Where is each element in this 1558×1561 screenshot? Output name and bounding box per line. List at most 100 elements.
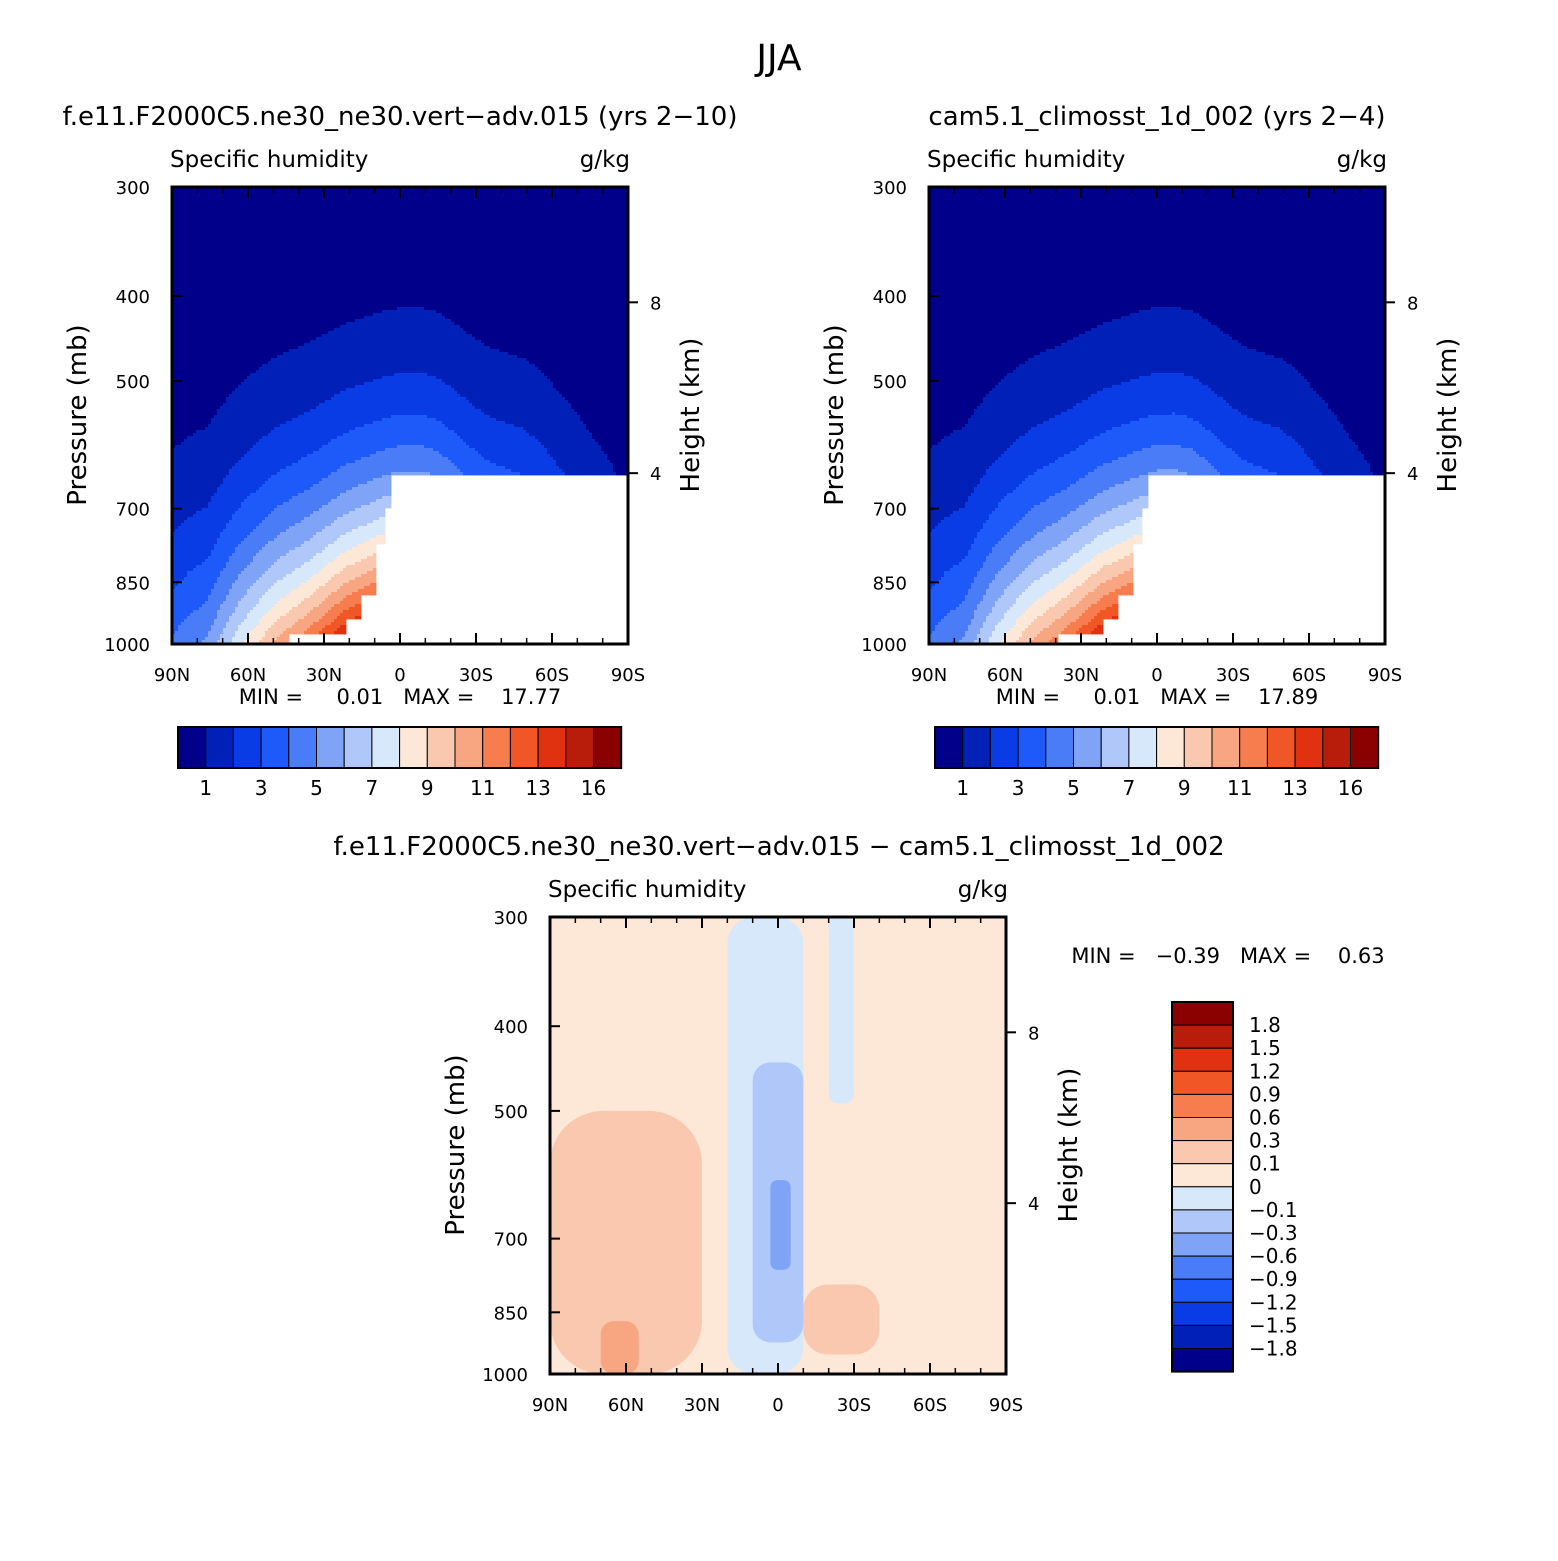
contour-cell <box>1106 550 1110 566</box>
contour-cell <box>1124 187 1128 317</box>
colorbar-frame <box>177 726 623 769</box>
contour-cell <box>1076 553 1080 572</box>
contour-cell <box>292 571 296 590</box>
contour-cell <box>445 427 449 458</box>
colorbar-swatch <box>509 726 539 769</box>
contour-cell <box>295 622 299 635</box>
contour-cell <box>1091 574 1095 593</box>
contour-cell <box>382 475 386 497</box>
contour-cell <box>1118 589 1122 596</box>
contour-cell <box>316 589 320 608</box>
contour-cell <box>511 472 515 476</box>
contour-cell <box>932 586 936 632</box>
contour-cell <box>310 454 314 488</box>
contour-cell <box>1163 445 1167 470</box>
contour-cell <box>310 514 314 539</box>
contour-cell <box>232 583 236 614</box>
contour-cell <box>1049 496 1053 527</box>
contour-cell <box>262 637 266 644</box>
contour-cell <box>334 604 338 620</box>
contour-cell <box>953 430 957 512</box>
colorbar: 1 3 5 7 9 11 13 16 <box>934 726 1380 800</box>
contour-cell <box>965 595 969 632</box>
contour-cell <box>280 505 284 533</box>
contour-cell <box>253 445 257 494</box>
contour-cell <box>1040 556 1044 578</box>
contour-cell <box>1088 607 1092 623</box>
contour-cell <box>968 589 972 626</box>
contour-cell <box>472 187 476 338</box>
contour-cell <box>316 574 320 590</box>
contour-cell <box>295 418 299 464</box>
contour-cell <box>1202 187 1206 320</box>
contour-cell <box>1112 529 1116 548</box>
contour-cell <box>502 352 506 422</box>
contour-cell <box>457 325 461 395</box>
contour-cell <box>394 187 398 311</box>
contour-cell <box>295 547 299 569</box>
contour-cell <box>1124 316 1128 383</box>
contour-cell <box>277 559 281 581</box>
contour-cell <box>1010 607 1014 629</box>
contour-cell <box>274 187 278 359</box>
colorbar-swatch <box>1171 1255 1234 1280</box>
contour-cell <box>385 496 389 509</box>
contour-cell <box>505 424 509 470</box>
contour-cell <box>301 619 305 635</box>
contour-cell <box>1250 463 1254 476</box>
contour-cell <box>1076 337 1080 404</box>
contour-cell <box>334 499 338 521</box>
contour-cell <box>319 604 323 620</box>
contour-cell <box>1022 364 1026 437</box>
contour-cell <box>307 454 311 491</box>
contour-cell <box>1181 472 1185 476</box>
contour-cell <box>310 487 314 515</box>
contour-cell <box>1049 418 1053 464</box>
contour-cell <box>1070 409 1074 452</box>
contour-cell <box>229 394 233 470</box>
contour-cell <box>277 187 281 356</box>
contour-cell <box>352 607 356 620</box>
contour-cell <box>935 526 939 584</box>
panel-model-b: cam5.1_climosst_1d_002 (yrs 2−4) Specifi… <box>820 102 1463 800</box>
colorbar-label: 3 <box>1012 776 1025 800</box>
contour-cell <box>1007 610 1011 632</box>
contour-cell <box>298 187 302 347</box>
contour-cell <box>1001 187 1005 380</box>
contour-cell <box>487 346 491 416</box>
contour-cell <box>1193 451 1197 476</box>
colorbar-label: −1.2 <box>1249 1290 1298 1314</box>
contour-cell <box>268 568 272 590</box>
contour-cell <box>229 556 233 590</box>
contour-cell <box>301 544 305 566</box>
contour-cell <box>1082 526 1086 548</box>
contour-cell <box>394 448 398 473</box>
contour-cell <box>1118 319 1122 386</box>
contour-cell <box>313 409 317 452</box>
contour-cell <box>307 562 311 581</box>
figure-title: JJA <box>754 38 802 79</box>
contour-cell <box>268 478 272 515</box>
contour-cell <box>256 553 260 581</box>
contour-cell <box>316 187 320 338</box>
contour-cell <box>1199 457 1203 476</box>
contour-cell <box>1109 529 1113 548</box>
contour-cell <box>274 583 278 605</box>
y-tick-label: 300 <box>494 908 528 929</box>
contour-cell <box>1067 514 1071 539</box>
contour-cell <box>1187 310 1191 377</box>
contour-cell <box>1097 436 1101 467</box>
contour-cell <box>1103 595 1107 611</box>
y-tick-label: 850 <box>494 1303 528 1324</box>
contour-cell <box>520 427 524 476</box>
contour-cell <box>235 547 239 581</box>
contour-cell <box>448 460 452 476</box>
contour-cell <box>1016 550 1020 578</box>
contour-cell <box>998 598 1002 623</box>
x-tick-label: 90N <box>532 1395 568 1416</box>
contour-cell <box>941 187 945 440</box>
contour-cell <box>992 388 996 464</box>
contour-cell <box>1085 442 1089 476</box>
contour-cell <box>583 424 587 476</box>
contour-cell <box>1058 565 1062 584</box>
